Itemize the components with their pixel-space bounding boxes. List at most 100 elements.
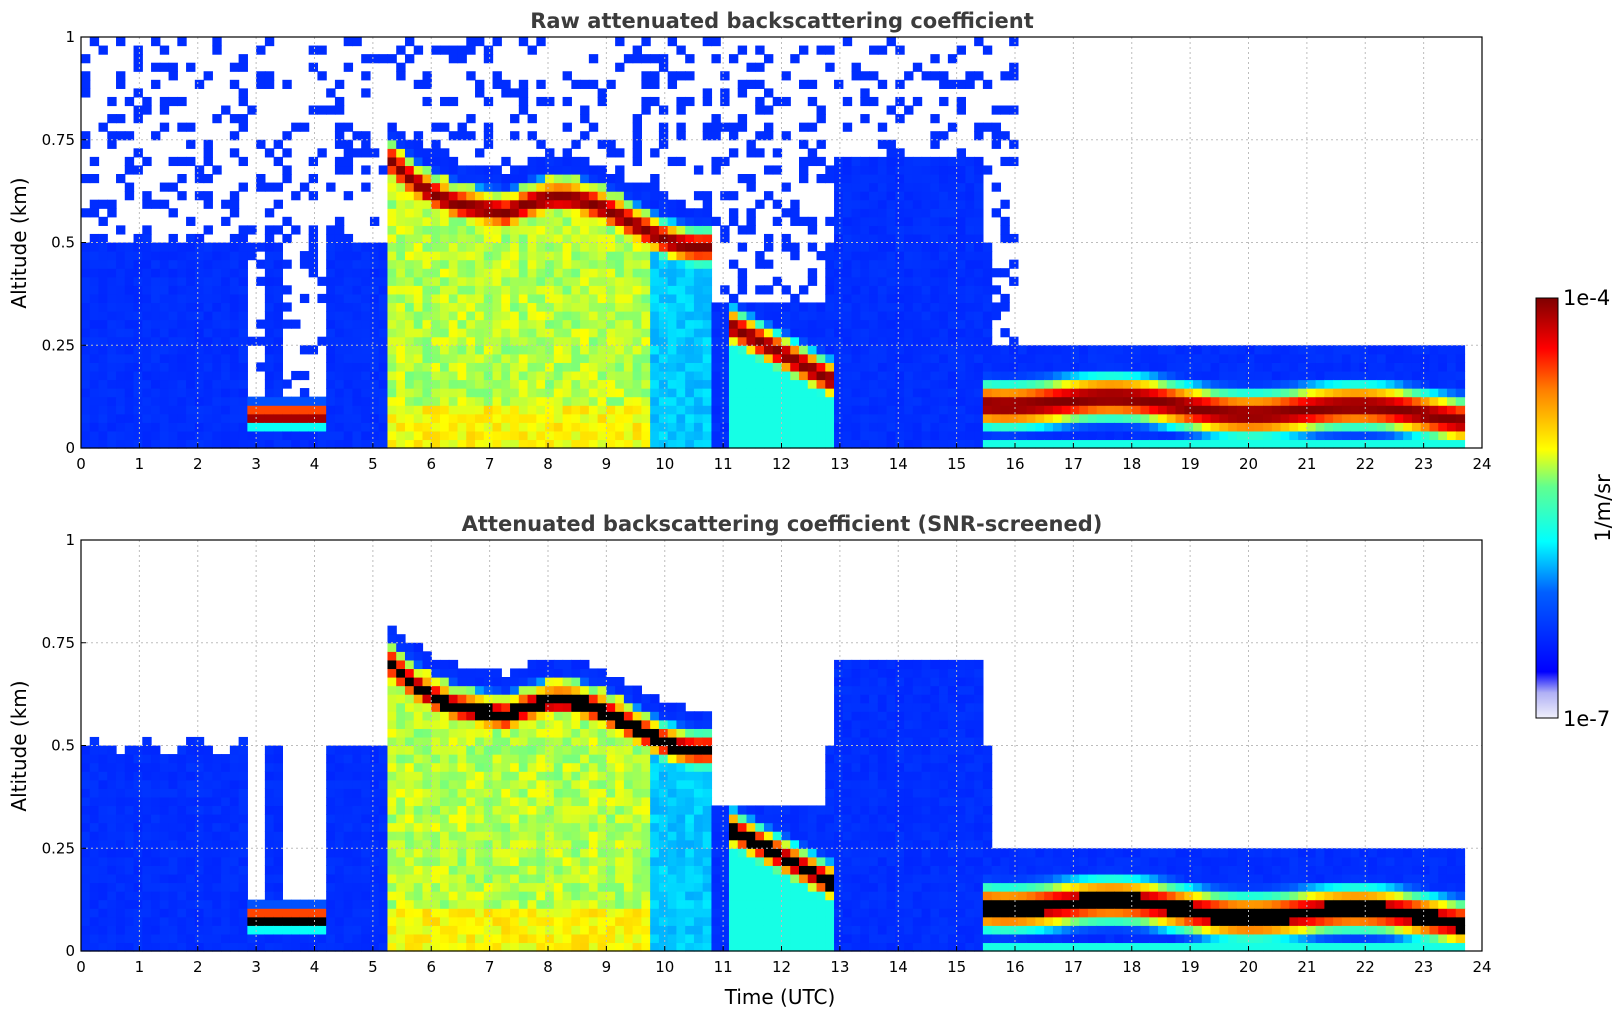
heatmap-cell bbox=[483, 122, 494, 132]
heatmap-cell bbox=[431, 242, 441, 252]
heatmap-cell bbox=[877, 345, 888, 355]
heatmap-cell bbox=[632, 396, 642, 406]
heatmap-cell bbox=[974, 311, 984, 321]
heatmap-cell bbox=[676, 225, 686, 235]
heatmap-cell bbox=[116, 362, 126, 372]
heatmap-cell bbox=[545, 199, 555, 209]
heatmap-cell bbox=[1236, 413, 1247, 423]
x-tick-label: 3 bbox=[251, 455, 261, 473]
heatmap-cell bbox=[746, 430, 756, 441]
heatmap-cell bbox=[641, 370, 651, 381]
heatmap-cell bbox=[116, 396, 126, 406]
heatmap-cell bbox=[895, 191, 905, 201]
heatmap-cell bbox=[1017, 405, 1028, 415]
heatmap-cell bbox=[1429, 405, 1439, 415]
heatmap-cell bbox=[650, 396, 660, 406]
heatmap-cell bbox=[860, 233, 870, 244]
heatmap-cell bbox=[921, 422, 931, 432]
heatmap-cell bbox=[615, 439, 625, 449]
heatmap-cell bbox=[159, 328, 170, 338]
heatmap-cell bbox=[825, 328, 835, 338]
heatmap-cell bbox=[1359, 388, 1369, 398]
heatmap-cell bbox=[597, 216, 607, 226]
heatmap-cell bbox=[273, 814, 283, 824]
heatmap-cell bbox=[422, 285, 432, 295]
heatmap-cell bbox=[518, 285, 529, 295]
heatmap-cell bbox=[186, 745, 196, 755]
heatmap-cell bbox=[930, 311, 940, 321]
heatmap-cell bbox=[247, 439, 257, 449]
heatmap-cell bbox=[510, 319, 520, 329]
heatmap-cell bbox=[1219, 405, 1229, 415]
heatmap-cell bbox=[1061, 388, 1072, 398]
heatmap-cell bbox=[720, 336, 730, 346]
heatmap-cell bbox=[124, 388, 135, 398]
heatmap-cell bbox=[308, 251, 319, 261]
heatmap-cell bbox=[457, 379, 467, 389]
heatmap-cell bbox=[317, 933, 327, 944]
heatmap-cell bbox=[939, 396, 949, 406]
heatmap-cell bbox=[606, 311, 616, 321]
heatmap-cell bbox=[186, 311, 196, 321]
heatmap-cell bbox=[116, 405, 126, 415]
heatmap-cell bbox=[658, 413, 669, 423]
heatmap-cell bbox=[658, 62, 669, 72]
heatmap-cell bbox=[588, 396, 599, 406]
heatmap-cell bbox=[396, 396, 406, 406]
heatmap-cell bbox=[1403, 405, 1413, 415]
heatmap-cell bbox=[658, 191, 669, 201]
heatmap-cell bbox=[1079, 379, 1089, 389]
heatmap-cell bbox=[1122, 362, 1133, 372]
heatmap-cell bbox=[1298, 345, 1308, 355]
heatmap-cell bbox=[772, 148, 783, 158]
heatmap-cell bbox=[159, 345, 170, 355]
heatmap-cell bbox=[842, 37, 853, 47]
heatmap-cell bbox=[194, 242, 205, 252]
heatmap-cell bbox=[580, 131, 590, 141]
heatmap-cell bbox=[256, 396, 266, 406]
heatmap-cell bbox=[229, 396, 240, 406]
heatmap-cell bbox=[720, 88, 730, 98]
heatmap-cell bbox=[553, 285, 564, 295]
heatmap-cell bbox=[492, 413, 502, 423]
heatmap-cell bbox=[1254, 439, 1264, 449]
heatmap-cell bbox=[448, 45, 459, 55]
heatmap-cell bbox=[877, 276, 888, 286]
heatmap-cell bbox=[1017, 413, 1028, 423]
heatmap-cell bbox=[168, 771, 178, 781]
heatmap-cell bbox=[518, 396, 529, 406]
heatmap-cell bbox=[755, 439, 765, 449]
heatmap-cell bbox=[799, 156, 809, 167]
heatmap-cell bbox=[264, 233, 275, 244]
heatmap-cell bbox=[650, 54, 660, 64]
heatmap-cell bbox=[221, 259, 231, 269]
heatmap-cell bbox=[422, 336, 432, 346]
heatmap-cell bbox=[457, 319, 467, 329]
heatmap-cell bbox=[116, 779, 126, 789]
heatmap-cell bbox=[965, 405, 975, 415]
heatmap-cell bbox=[107, 771, 117, 781]
heatmap-cell bbox=[842, 259, 853, 269]
heatmap-cell bbox=[912, 336, 923, 346]
heatmap-cell bbox=[107, 814, 117, 824]
heatmap-cell bbox=[396, 165, 406, 175]
heatmap-cell bbox=[781, 71, 791, 81]
heatmap-cell bbox=[825, 259, 835, 269]
heatmap-cell bbox=[763, 285, 774, 295]
heatmap-cell bbox=[965, 388, 975, 398]
heatmap-cell bbox=[886, 362, 896, 372]
heatmap-cell bbox=[912, 199, 923, 209]
heatmap-cell bbox=[825, 413, 835, 423]
heatmap-cell bbox=[667, 156, 678, 167]
heatmap-cell bbox=[956, 379, 966, 389]
heatmap-cell bbox=[151, 882, 161, 892]
heatmap-cell bbox=[168, 413, 178, 423]
heatmap-cell bbox=[982, 79, 993, 89]
heatmap-cell bbox=[177, 293, 187, 304]
heatmap-cell bbox=[737, 122, 748, 132]
heatmap-cell bbox=[107, 131, 117, 141]
heatmap-cell bbox=[186, 891, 196, 901]
heatmap-cell bbox=[186, 933, 196, 944]
heatmap-cell bbox=[588, 379, 599, 389]
heatmap-cell bbox=[124, 259, 135, 269]
